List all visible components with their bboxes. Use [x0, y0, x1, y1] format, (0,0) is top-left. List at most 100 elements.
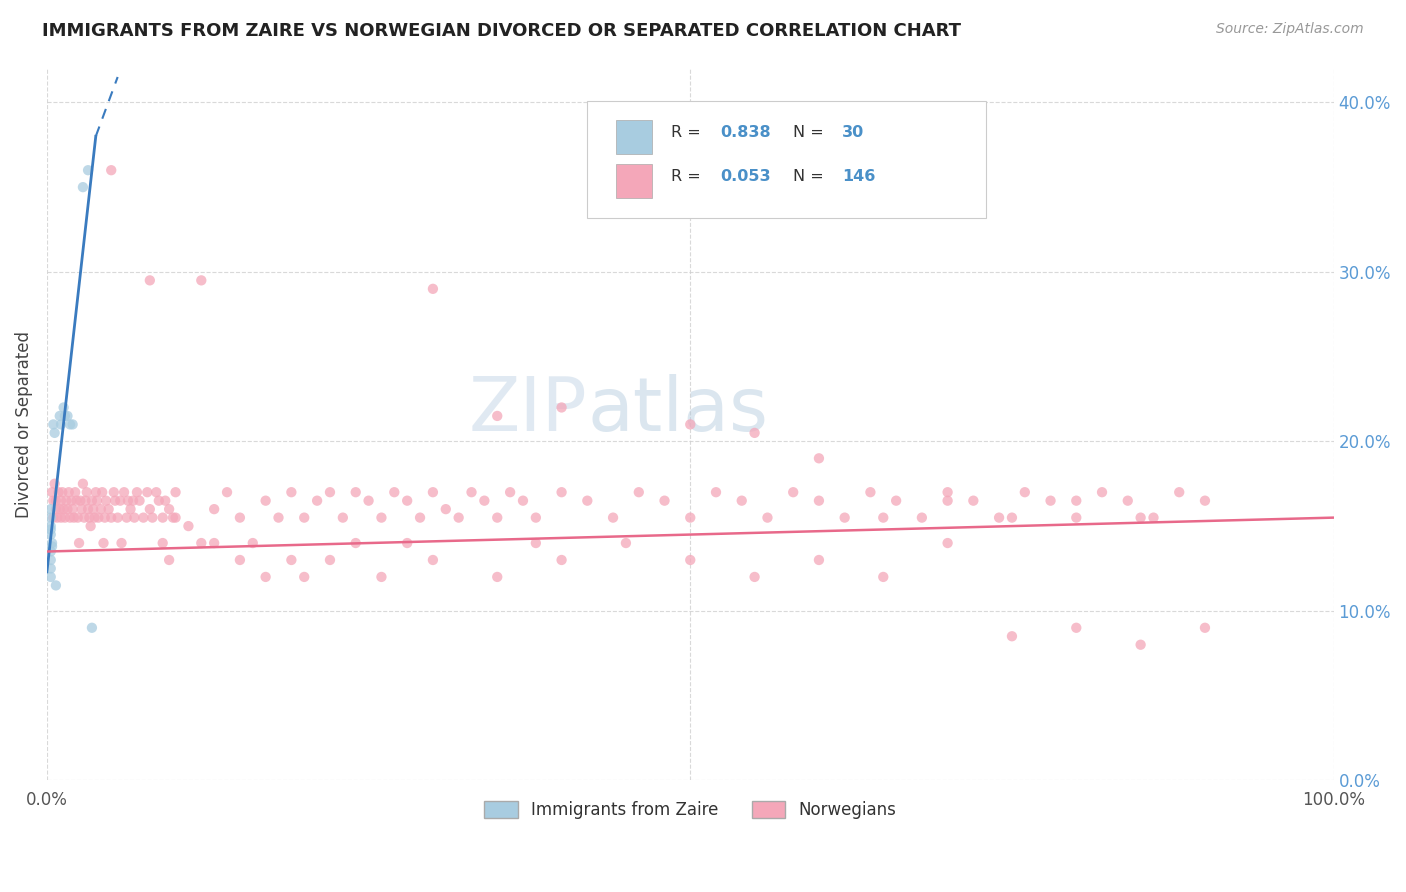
Point [1194, 493, 1216, 508]
Point [107, 510, 129, 524]
Point [100, 163, 122, 178]
Point [614, 536, 637, 550]
Point [936, 536, 959, 550]
Point [409, 510, 432, 524]
Point [44, 425, 66, 440]
Point [1064, 493, 1087, 508]
Point [128, 493, 150, 508]
Point [382, 485, 405, 500]
Point [319, 553, 342, 567]
Point [65, 493, 87, 508]
Point [1168, 485, 1191, 500]
Point [104, 493, 127, 508]
Point [267, 510, 290, 524]
Point [254, 493, 277, 508]
Point [103, 485, 125, 500]
Point [139, 273, 162, 287]
Point [731, 493, 754, 508]
Point [56, 502, 79, 516]
Point [215, 485, 238, 500]
Point [486, 570, 509, 584]
Point [834, 510, 856, 524]
Point [44, 476, 66, 491]
Point [75, 493, 97, 508]
Point [486, 510, 509, 524]
Point [474, 493, 496, 508]
Point [884, 493, 907, 508]
Point [396, 493, 419, 508]
Point [756, 510, 779, 524]
Point [627, 485, 650, 500]
Point [1129, 638, 1152, 652]
Point [602, 510, 624, 524]
Point [72, 180, 94, 194]
Point [136, 485, 159, 500]
Point [486, 409, 509, 423]
Point [42, 493, 65, 508]
Point [911, 510, 934, 524]
Point [872, 570, 894, 584]
Point [229, 510, 252, 524]
Point [155, 493, 177, 508]
Point [807, 493, 830, 508]
Point [550, 401, 572, 415]
Point [80, 493, 103, 508]
Point [139, 502, 162, 516]
Point [72, 476, 94, 491]
Point [125, 485, 148, 500]
Point [39, 519, 62, 533]
Point [87, 510, 110, 524]
Point [332, 510, 354, 524]
Point [51, 485, 73, 500]
Point [512, 493, 534, 508]
Point [110, 536, 132, 550]
Point [73, 510, 96, 524]
Text: R =: R = [671, 125, 706, 140]
Point [679, 417, 702, 432]
Text: 0.053: 0.053 [720, 169, 770, 184]
Point [55, 493, 77, 508]
Point [84, 485, 107, 500]
Point [59, 417, 82, 432]
Point [157, 502, 180, 516]
Point [148, 493, 170, 508]
Point [39, 544, 62, 558]
Point [83, 510, 105, 524]
Point [60, 493, 83, 508]
Point [67, 536, 90, 550]
Point [42, 510, 65, 524]
Point [524, 510, 547, 524]
Point [122, 493, 145, 508]
Point [80, 621, 103, 635]
Point [1116, 493, 1139, 508]
Point [292, 510, 315, 524]
Point [988, 510, 1011, 524]
FancyBboxPatch shape [588, 101, 986, 218]
Point [53, 510, 76, 524]
Point [460, 485, 482, 500]
Point [152, 510, 174, 524]
Point [152, 536, 174, 550]
Point [39, 570, 62, 584]
Point [45, 502, 67, 516]
Point [93, 536, 115, 550]
Point [77, 163, 100, 178]
Point [344, 485, 367, 500]
Text: N =: N = [793, 169, 830, 184]
Point [58, 485, 80, 500]
Point [370, 510, 392, 524]
Text: atlas: atlas [588, 374, 768, 447]
Point [76, 485, 98, 500]
Point [53, 409, 76, 423]
Point [63, 485, 86, 500]
Text: Source: ZipAtlas.com: Source: ZipAtlas.com [1216, 22, 1364, 37]
Point [41, 540, 63, 554]
Point [499, 485, 522, 500]
Point [936, 485, 959, 500]
Text: N =: N = [793, 125, 830, 140]
Point [49, 417, 72, 432]
Point [39, 502, 62, 516]
Point [100, 510, 122, 524]
Point [357, 493, 380, 508]
Point [679, 510, 702, 524]
